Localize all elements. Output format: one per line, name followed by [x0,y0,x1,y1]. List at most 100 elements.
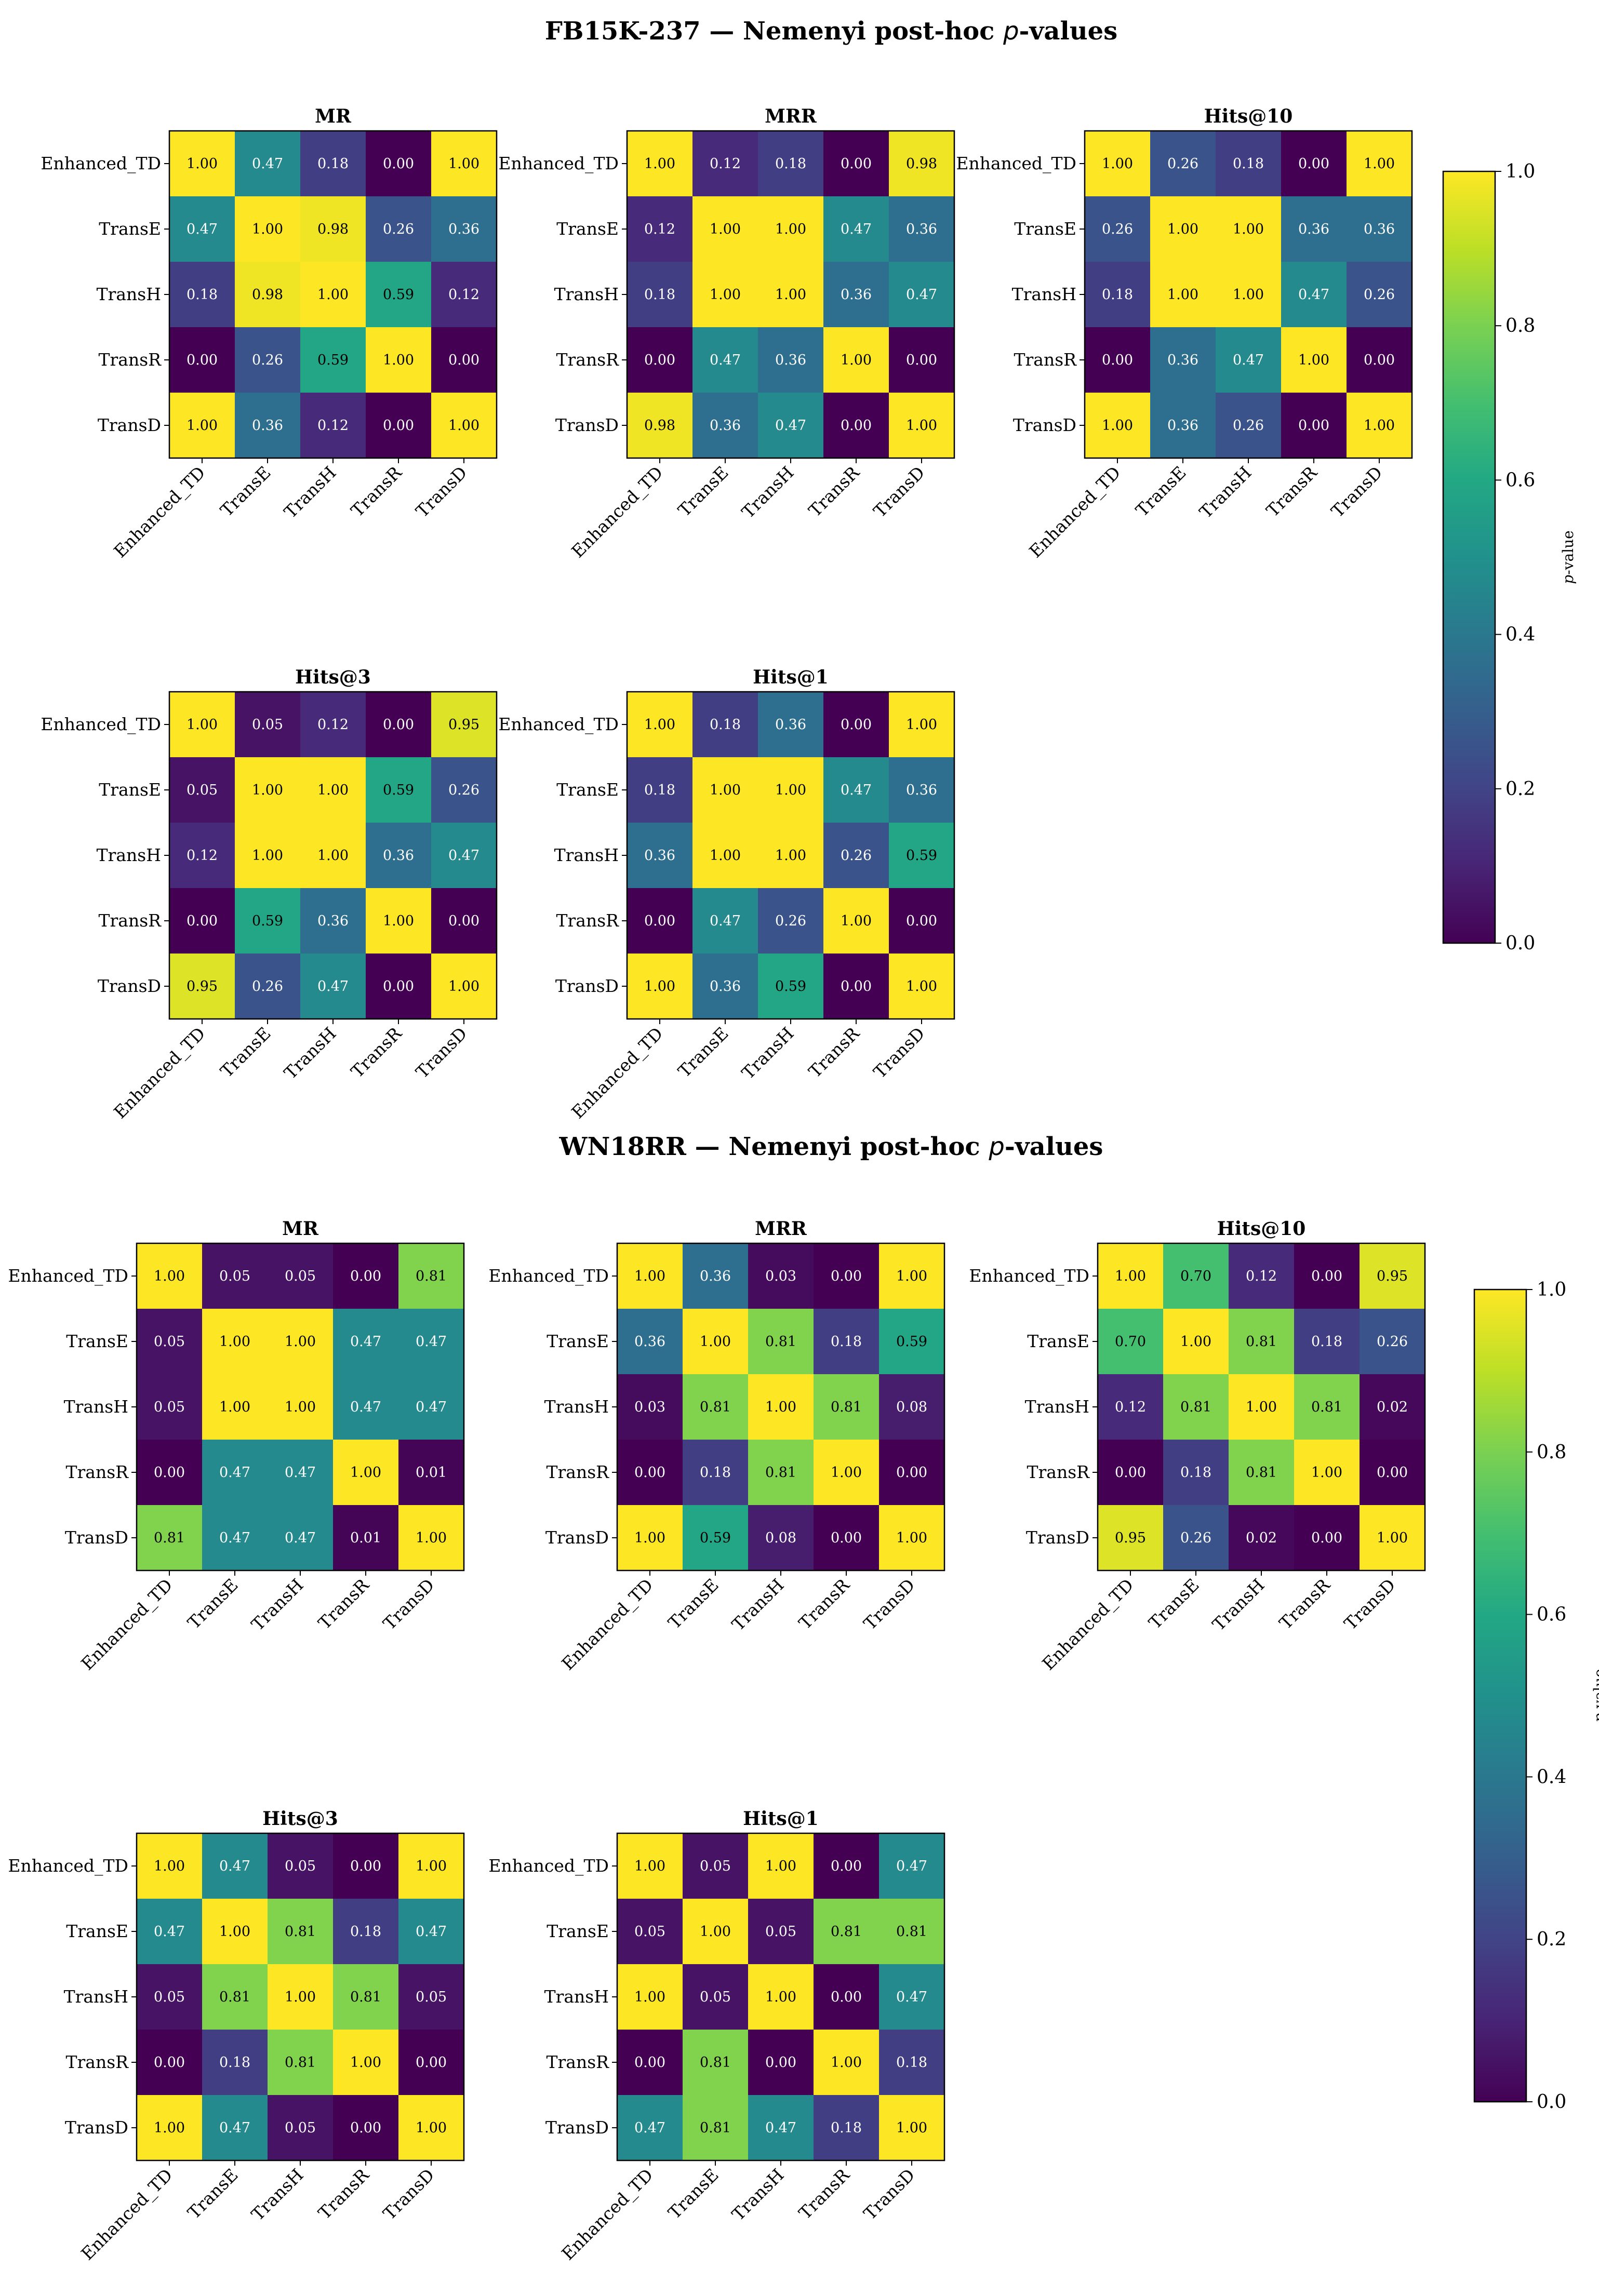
cell-value-label: 1.00 [1102,418,1133,434]
cell-value-label: 0.81 [1246,1334,1277,1350]
heatmap-cell [169,262,235,327]
cell-value-label: 1.00 [775,221,806,237]
cell-value-label: 0.05 [285,2120,316,2136]
heatmap-cell [889,757,954,823]
heatmap-cell [169,692,235,757]
heatmap-cell [758,327,823,393]
cell-value-label: 0.81 [700,2120,731,2136]
cell-value-label: 0.81 [1180,1399,1211,1415]
cell-value-label: 1.00 [841,352,872,368]
y-tick-label: Enhanced_TD [488,1856,609,1876]
cell-value-label: 0.81 [1246,1465,1277,1481]
heatmap-cell [823,954,889,1019]
y-tick-label: TransH [544,1986,609,2007]
cell-value-label: 0.47 [775,418,806,434]
heatmap-cell [823,262,889,327]
heatmap-cell [202,2030,268,2095]
x-tick-label: TransR [314,1574,374,1633]
x-tick-label: TransR [314,2164,374,2223]
heatmap-cell [1347,262,1412,327]
heatmap-cell [617,1374,683,1440]
heatmap-cell [1360,1505,1425,1570]
y-tick-label: TransH [1025,1397,1089,1417]
heatmap-cell [268,2095,333,2160]
heatmap-cell [1163,1505,1229,1570]
heatmap-cell [758,131,823,196]
heatmap-cell [366,393,431,458]
heatmap-cell [300,954,366,1019]
cell-value-label: 0.59 [252,913,283,929]
heatmap-cell [814,1505,879,1570]
heatmap-cell [137,1374,202,1440]
heatmap-cell [235,823,300,888]
cell-value-label: 0.47 [219,1858,250,1874]
x-tick-label: Enhanced_TD [557,1575,657,1674]
cell-value-label: 0.47 [896,1858,927,1874]
cell-value-label: 0.95 [186,978,218,995]
heatmap-cell [617,1309,683,1374]
colorbar-tick-label: 0.0 [1537,2091,1566,2113]
cell-value-label: 1.00 [644,717,675,733]
cell-value-label: 1.00 [765,1858,796,1874]
y-tick-label: TransH [64,1397,128,1417]
heatmap-cell [1229,1374,1294,1440]
heatmap-cell [1216,327,1281,393]
colorbar-label: p-value [1560,530,1577,584]
cell-value-label: 0.26 [1102,221,1133,237]
x-tick-label: TransR [805,462,864,521]
cell-value-label: 1.00 [154,1268,185,1284]
cell-value-label: 0.05 [219,1268,250,1284]
cell-value-label: 0.26 [448,782,479,798]
heatmap-cell [683,1964,748,2030]
y-tick-label: TransR [547,2052,610,2072]
heatmap-cell [617,2030,683,2095]
heatmap-cell [1281,131,1347,196]
heatmap-cell [431,393,497,458]
cell-value-label: 1.00 [186,717,218,733]
heatmap-cell [333,1243,398,1309]
cell-value-label: 0.00 [831,1858,862,1874]
heatmap-cell [1294,1440,1360,1505]
colorbar-tick-label: 0.2 [1505,778,1535,800]
cell-value-label: 1.00 [896,1530,927,1546]
cell-value-label: 0.00 [416,2055,447,2071]
heatmap-cell [692,393,758,458]
heatmap-cell [398,2030,464,2095]
heatmap-cell [758,757,823,823]
y-tick-label: TransD [1026,1527,1089,1548]
cell-value-label: 0.47 [841,221,872,237]
heatmap-cell [1229,1243,1294,1309]
x-tick-label: Enhanced_TD [1038,1575,1138,1674]
x-tick-label: TransD [412,462,471,521]
x-tick-label: TransD [860,1575,919,1634]
y-tick-label: TransH [97,845,161,865]
cell-value-label: 0.00 [841,156,872,172]
cell-value-label: 1.00 [906,717,937,733]
heatmap-cell [683,1899,748,1964]
cell-value-label: 0.47 [896,1989,927,2005]
cell-value-label: 0.81 [765,1334,796,1350]
cell-value-label: 1.00 [1364,156,1395,172]
heatmap-cell [617,1243,683,1309]
cell-value-label: 0.18 [219,2055,250,2071]
cell-value-label: 1.00 [775,848,806,864]
cell-value-label: 0.00 [448,352,479,368]
y-tick-label: TransR [547,1462,610,1482]
y-tick-label: TransR [556,910,620,931]
heatmap-cell [748,1964,814,2030]
x-tick-label: Enhanced_TD [567,462,667,562]
heatmap-cell [627,692,692,757]
heatmap-cell [398,1374,464,1440]
heatmap-cell [268,1440,333,1505]
cell-value-label: 0.08 [765,1530,796,1546]
x-tick-label: TransR [805,1023,864,1082]
heatmap-cell [692,692,758,757]
heatmap-cell [1281,393,1347,458]
cell-value-label: 1.00 [634,1989,665,2005]
heatmap-cell [333,1964,398,2030]
colorbar: 0.0 0.2 0.4 0.6 0.8 1.0 p-value [1442,161,1577,954]
cell-value-label: 0.59 [383,782,414,798]
panel-title: MR [282,1218,319,1240]
cell-value-label: 1.00 [710,221,741,237]
